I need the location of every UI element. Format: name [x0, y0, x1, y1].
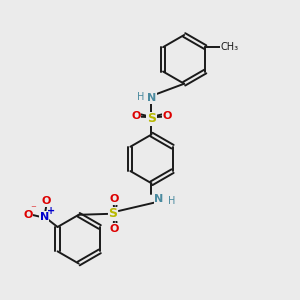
Text: O: O [23, 210, 32, 220]
Text: S: S [147, 112, 156, 125]
Text: S: S [108, 207, 117, 220]
Text: O: O [131, 111, 141, 122]
Text: N: N [154, 194, 164, 204]
Text: N: N [147, 93, 156, 103]
Text: ⁻: ⁻ [30, 205, 36, 215]
Text: H: H [168, 196, 176, 206]
Text: O: O [42, 196, 51, 206]
Text: +: + [47, 206, 55, 216]
Text: O: O [110, 224, 119, 234]
Text: O: O [110, 194, 119, 204]
Text: O: O [162, 111, 172, 122]
Text: CH₃: CH₃ [220, 42, 239, 52]
Text: N: N [40, 212, 49, 222]
Text: H: H [136, 92, 144, 101]
